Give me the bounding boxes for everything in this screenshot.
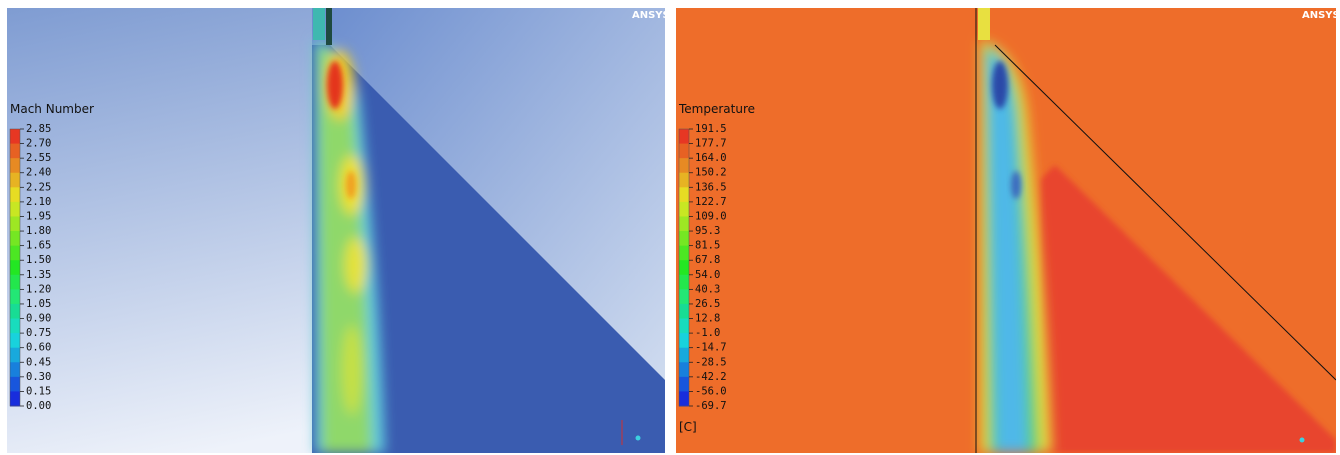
legend-band xyxy=(10,202,20,217)
page: {"left_panel": {"title": "Mach Number", … xyxy=(0,0,1340,455)
legend-label: 2.85 xyxy=(26,123,51,135)
legend-band xyxy=(679,260,689,275)
legend-label: 1.50 xyxy=(26,254,51,266)
legend-band xyxy=(10,275,20,290)
legend-band xyxy=(679,158,689,173)
legend-label: 1.05 xyxy=(26,298,51,310)
legend-label: 2.70 xyxy=(26,138,51,150)
legend-band xyxy=(10,144,20,159)
legend-band xyxy=(679,362,689,377)
nozzle-wall xyxy=(326,8,332,45)
legend-band xyxy=(679,202,689,217)
legend-band xyxy=(10,333,20,348)
legend-label: 2.10 xyxy=(26,196,51,208)
legend-label: 54.0 xyxy=(695,269,720,281)
legend-band xyxy=(10,216,20,231)
legend-label: 136.5 xyxy=(695,181,727,193)
logo: ANSYS xyxy=(632,10,670,21)
legend-label: -28.5 xyxy=(695,356,727,368)
legend-band xyxy=(679,319,689,334)
jet-core xyxy=(992,61,1008,109)
legend-label: 0.30 xyxy=(26,371,51,383)
legend-band xyxy=(679,187,689,202)
legend-label: -69.7 xyxy=(695,400,727,412)
legend-label: 0.45 xyxy=(26,356,51,368)
axis-triad xyxy=(1300,438,1305,443)
legend-label: 2.25 xyxy=(26,181,51,193)
legend-unit: [C] xyxy=(679,420,697,434)
axis-triad xyxy=(636,436,641,441)
legend-band xyxy=(10,246,20,261)
legend-label: 0.00 xyxy=(26,400,51,412)
legend-label: 0.15 xyxy=(26,385,51,397)
legend-band xyxy=(679,144,689,159)
legend-band xyxy=(10,173,20,188)
mach-panel: ANSYS xyxy=(7,8,670,453)
jet-core xyxy=(327,61,343,109)
legend-band xyxy=(679,377,689,392)
legend-band xyxy=(679,173,689,188)
legend-band xyxy=(10,260,20,275)
legend-label: 177.7 xyxy=(695,138,727,150)
legend-label: 0.75 xyxy=(26,327,51,339)
legend-label: -1.0 xyxy=(695,327,720,339)
legend-label: 2.40 xyxy=(26,167,51,179)
temperature-panel: ANSYS xyxy=(676,8,1340,453)
legend-title: Temperature xyxy=(678,102,755,116)
logo: ANSYS xyxy=(1302,10,1340,21)
legend-band xyxy=(10,231,20,246)
jet-core xyxy=(346,171,356,199)
legend-label: 2.55 xyxy=(26,152,51,164)
legend-label: 12.8 xyxy=(695,313,720,325)
legend-label: 1.95 xyxy=(26,210,51,222)
legend-band xyxy=(679,246,689,261)
legend-band xyxy=(10,289,20,304)
legend-label: 164.0 xyxy=(695,152,727,164)
legend-band xyxy=(679,304,689,319)
legend-band xyxy=(679,275,689,290)
legend-band xyxy=(679,231,689,246)
legend-label: 1.20 xyxy=(26,283,51,295)
jet-core xyxy=(1011,171,1021,199)
legend-band xyxy=(679,348,689,363)
legend-label: 26.5 xyxy=(695,298,720,310)
nozzle xyxy=(313,8,325,40)
legend-label: 122.7 xyxy=(695,196,727,208)
legend-band xyxy=(679,129,689,144)
legend-title: Mach Number xyxy=(10,102,94,116)
legend-label: -14.7 xyxy=(695,342,727,354)
legend-label: 1.80 xyxy=(26,225,51,237)
legend-label: 1.35 xyxy=(26,269,51,281)
legend-label: 150.2 xyxy=(695,167,727,179)
legend-label: 0.90 xyxy=(26,313,51,325)
legend-label: 81.5 xyxy=(695,240,720,252)
legend-label: -56.0 xyxy=(695,385,727,397)
legend-band xyxy=(679,289,689,304)
legend-band xyxy=(10,129,20,144)
legend-band xyxy=(10,319,20,334)
legend-band xyxy=(10,187,20,202)
legend-label: 191.5 xyxy=(695,123,727,135)
legend-band xyxy=(10,391,20,406)
legend-band xyxy=(679,391,689,406)
legend-label: 0.60 xyxy=(26,342,51,354)
legend-band xyxy=(10,348,20,363)
legend-label: 109.0 xyxy=(695,210,727,222)
scene: ANSYS ANSYS Mach Number Temperature [C] … xyxy=(0,0,1340,455)
legend-label: 95.3 xyxy=(695,225,720,237)
legend-label: 67.8 xyxy=(695,254,720,266)
legend-band xyxy=(679,333,689,348)
legend-label: 1.65 xyxy=(26,240,51,252)
legend-band xyxy=(10,362,20,377)
legend-label: 40.3 xyxy=(695,283,720,295)
legend-band xyxy=(10,158,20,173)
nozzle xyxy=(978,8,990,40)
legend-label: -42.2 xyxy=(695,371,727,383)
legend-band xyxy=(10,304,20,319)
legend-band xyxy=(679,216,689,231)
legend-band xyxy=(10,377,20,392)
